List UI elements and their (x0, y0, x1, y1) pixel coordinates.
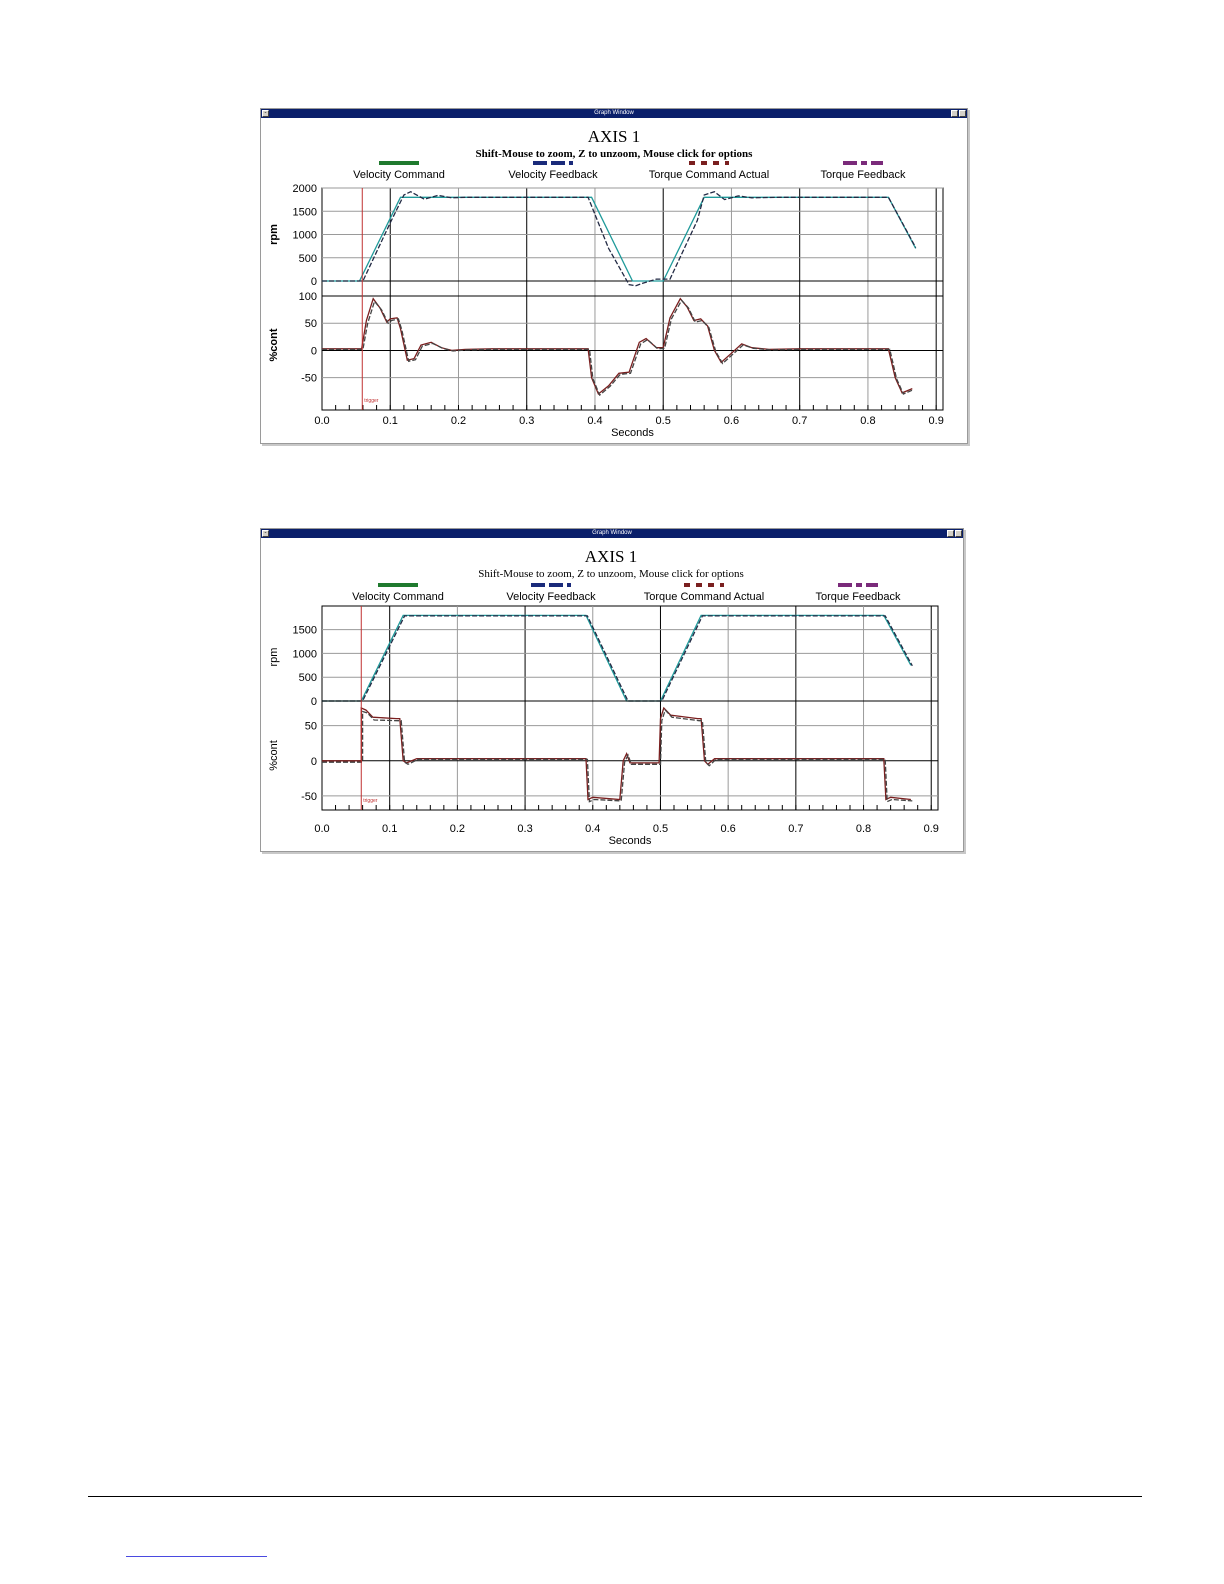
y-tick-label: 1500 (293, 625, 317, 637)
legend-label: Velocity Feedback (508, 169, 598, 181)
x-tick-label: 0.7 (788, 823, 803, 835)
series-line (322, 615, 913, 702)
window-titlebar[interactable]: Graph Window - (261, 109, 967, 118)
x-tick-label: 0.8 (860, 415, 875, 427)
x-tick-label: 0.5 (656, 415, 671, 427)
window-titlebar[interactable]: Graph Window - (261, 529, 963, 538)
window-title: Graph Window (594, 110, 634, 116)
x-tick-label: 0.8 (856, 823, 871, 835)
maximize-icon[interactable] (959, 110, 966, 117)
x-tick-label: 0.6 (721, 823, 736, 835)
x-tick-label: 0.2 (451, 415, 466, 427)
y-tick-label: -50 (301, 791, 317, 803)
y-tick-label: 50 (305, 318, 317, 330)
chart-subtitle: Shift-Mouse to zoom, Z to unzoom, Mouse … (478, 568, 744, 580)
graph-window-2[interactable]: Graph Window - AXIS 1 Shift-Mouse to zoom… (260, 528, 964, 852)
legend-label: Torque Feedback (816, 591, 901, 603)
x-tick-label: 0.0 (314, 415, 329, 427)
x-tick-label: 0.1 (382, 823, 397, 835)
x-tick-label: 0.3 (519, 415, 534, 427)
x-axis-label: Seconds (611, 427, 654, 439)
y-tick-label: 100 (299, 291, 317, 303)
y-tick-label: 1000 (293, 230, 317, 242)
series-line (322, 190, 917, 287)
y-axis-label: rpm (268, 224, 280, 245)
y-tick-label: 1000 (293, 648, 317, 660)
x-tick-label: 0.4 (585, 823, 600, 835)
trigger-label: trigger (363, 798, 378, 804)
legend-label: Velocity Feedback (506, 591, 596, 603)
y-axis-label: rpm (268, 648, 280, 667)
x-tick-label: 0.9 (924, 823, 939, 835)
x-tick-label: 0.0 (314, 823, 329, 835)
maximize-icon[interactable] (955, 530, 962, 537)
y-tick-label: 2000 (293, 183, 317, 195)
y-tick-label: 0 (311, 756, 317, 768)
series-line (322, 708, 913, 803)
minimize-icon[interactable] (947, 530, 954, 537)
plot-frame (321, 187, 944, 411)
plot-frame (321, 605, 939, 811)
y-tick-label: 0 (311, 345, 317, 357)
y-tick-label: 50 (305, 721, 317, 733)
y-tick-label: 500 (299, 672, 317, 684)
x-tick-label: 0.3 (517, 823, 532, 835)
series-line (322, 299, 914, 397)
x-tick-label: 0.9 (929, 415, 944, 427)
x-axis-label: Seconds (609, 835, 652, 847)
footer-rule (88, 1496, 1142, 1497)
system-menu-icon[interactable]: - (262, 530, 269, 537)
legend-label: Torque Command Actual (644, 591, 764, 603)
y-tick-label: -50 (301, 373, 317, 385)
chart-title: AXIS 1 (585, 547, 637, 566)
legend-label: Velocity Command (352, 591, 444, 603)
footer-link-underline (126, 1556, 267, 1557)
y-tick-label: 1500 (293, 206, 317, 218)
system-menu-icon[interactable]: - (262, 110, 269, 117)
y-axis-label: %cont (268, 328, 280, 361)
legend-label: Velocity Command (353, 169, 445, 181)
x-tick-label: 0.7 (792, 415, 807, 427)
chart-title: AXIS 1 (588, 127, 640, 146)
y-tick-label: 0 (311, 696, 317, 708)
x-tick-label: 0.4 (587, 415, 602, 427)
y-axis-label: %cont (268, 740, 280, 771)
minimize-icon[interactable] (951, 110, 958, 117)
legend-label: Torque Command Actual (649, 169, 769, 181)
trigger-label: trigger (364, 398, 379, 404)
chart-axis-1-bottom[interactable]: AXIS 1 Shift-Mouse to zoom, Z to unzoom, … (261, 538, 963, 851)
series-line (322, 706, 911, 801)
x-tick-label: 0.2 (450, 823, 465, 835)
x-tick-label: 0.1 (383, 415, 398, 427)
chart-axis-1-top[interactable]: AXIS 1 Shift-Mouse to zoom, Z to unzoom, … (261, 118, 967, 443)
x-tick-label: 0.6 (724, 415, 739, 427)
x-tick-label: 0.5 (653, 823, 668, 835)
y-tick-label: 0 (311, 276, 317, 288)
graph-window-1[interactable]: Graph Window - AXIS 1 Shift-Mouse to zoom… (260, 108, 968, 444)
y-tick-label: 500 (299, 253, 317, 265)
window-title: Graph Window (592, 530, 632, 536)
chart-subtitle: Shift-Mouse to zoom, Z to unzoom, Mouse … (476, 148, 754, 160)
legend-label: Torque Feedback (821, 169, 906, 181)
